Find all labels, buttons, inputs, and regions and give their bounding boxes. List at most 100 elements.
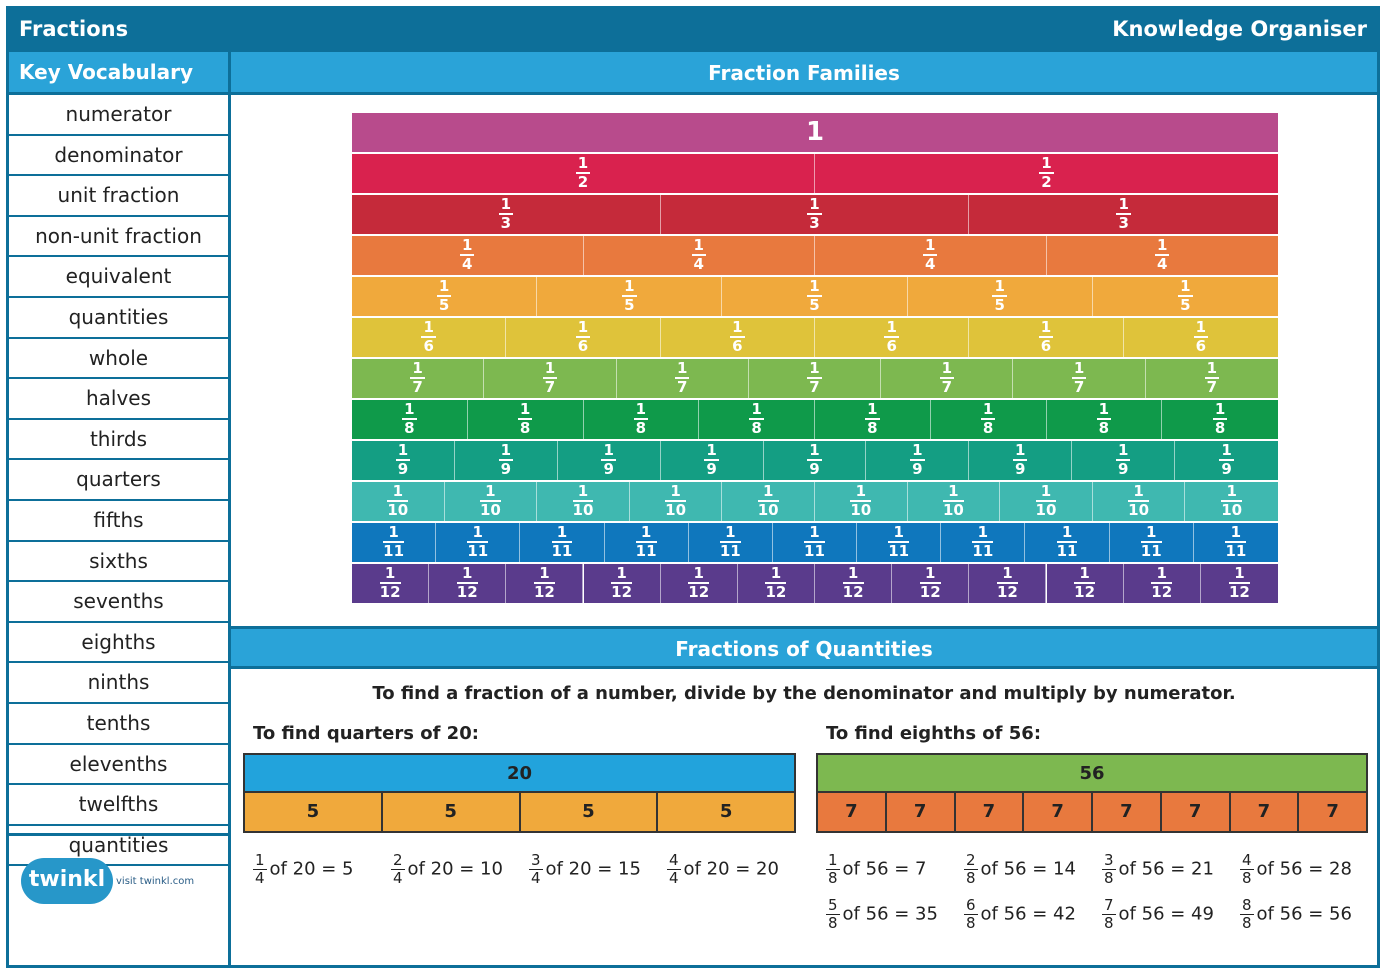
bar-model-whole: 56: [816, 753, 1368, 793]
fraction-cell-1-12: 1 12: [1046, 564, 1124, 604]
fraction-label-numerator: 1: [436, 277, 452, 297]
fraction-label-numerator: 1: [635, 525, 657, 543]
fraction-label-numerator: 1: [498, 441, 514, 461]
fraction-equation: 4 4 of 20 = 20: [667, 853, 779, 886]
fraction-equation: 7 8 of 56 = 49: [1102, 898, 1214, 931]
fraction-equation: 1 4 of 20 = 5: [253, 853, 354, 886]
fraction-label-numerator: 1: [765, 566, 787, 584]
fraction-label-denominator: 6: [1195, 337, 1207, 355]
equation-text: of 56 = 28: [1256, 858, 1352, 880]
fraction-label-numerator: 1: [1096, 400, 1112, 420]
fraction-label: 1 10: [572, 484, 594, 518]
twinkl-logo[interactable]: twinkl: [21, 858, 113, 904]
fraction-cell-1-11: 1 11: [436, 523, 521, 563]
fraction-label-denominator: 7: [809, 378, 820, 396]
fraction-label-denominator: 8: [635, 419, 647, 437]
vocab-item: non-unit fraction: [9, 217, 228, 258]
vocab-item: equivalent: [9, 257, 228, 298]
fraction-label-numerator: 1: [1071, 359, 1087, 379]
fraction-label-denominator: 10: [387, 501, 409, 519]
equation-fraction-denominator: 8: [966, 914, 976, 932]
fraction-label: 1 10: [479, 484, 501, 518]
fraction-label-numerator: 1: [1074, 566, 1096, 584]
fraction-label: 1 10: [387, 484, 409, 519]
fraction-label-denominator: 8: [1214, 419, 1226, 437]
fraction-label-denominator: 4: [693, 255, 704, 273]
fraction-label: 1 12: [1151, 566, 1173, 600]
vocab-item: sevenths: [9, 582, 228, 623]
fraction-label-numerator: 1: [383, 525, 405, 543]
fraction-label-denominator: 8: [867, 419, 878, 437]
fraction-label-numerator: 1: [1116, 195, 1131, 215]
bar-model-part: 5: [520, 793, 659, 831]
fraction-label-numerator: 1: [749, 400, 764, 420]
fraction-label-denominator: 12: [1228, 583, 1250, 601]
fraction-label-numerator: 1: [910, 441, 925, 461]
fraction-label-numerator: 1: [730, 318, 745, 338]
fraction-label-numerator: 1: [456, 566, 478, 584]
fraction-label-denominator: 11: [1056, 542, 1078, 560]
fraction-label-numerator: 1: [402, 400, 417, 420]
equation-text: of 56 = 56: [1256, 903, 1352, 925]
vocab-item: quantities: [9, 826, 228, 867]
fraction-label-denominator: 8: [751, 419, 762, 437]
fraction-label-denominator: 11: [1225, 542, 1247, 560]
fraction-cell-1-11: 1 11: [688, 523, 773, 563]
quantities-instruction: To find a fraction of a number, divide b…: [372, 683, 1236, 704]
fraction-equation: 2 4 of 20 = 10: [391, 853, 503, 886]
fraction-label: 1 12: [379, 566, 401, 600]
bar-model-part: 5: [382, 793, 521, 831]
bar-model-part: 5: [658, 793, 794, 831]
fraction-label-numerator: 1: [622, 277, 637, 297]
fraction-label-numerator: 1: [942, 484, 964, 502]
fraction-label: 1 10: [757, 484, 779, 518]
equation-text: of 20 = 20: [683, 858, 779, 880]
fraction-cell-1-12: 1 12: [737, 564, 815, 604]
fraction-label-numerator: 1: [479, 484, 501, 502]
fraction-label-numerator: 1: [1212, 400, 1228, 420]
fraction-label-numerator: 1: [719, 525, 741, 543]
equation-fraction-denominator: 8: [1104, 914, 1114, 932]
fraction-label-denominator: 4: [925, 255, 936, 273]
fraction-label-denominator: 6: [732, 337, 743, 355]
fraction-label-numerator: 1: [704, 441, 719, 461]
vocab-item: quarters: [9, 460, 228, 501]
equation-text: of 56 = 7: [842, 858, 927, 880]
logo-area: twinkl visit twinkl.com: [9, 833, 228, 965]
equation-text: of 56 = 21: [1118, 858, 1214, 880]
fraction-label-denominator: 8: [982, 419, 994, 437]
fraction-label-denominator: 7: [1206, 378, 1218, 396]
visit-link[interactable]: visit twinkl.com: [116, 876, 195, 887]
fraction-cell-1-11: 1 11: [1193, 523, 1278, 563]
fraction-label: 1 12: [688, 566, 710, 600]
fraction-label-denominator: 7: [412, 378, 423, 396]
fraction-label-denominator: 5: [438, 296, 450, 314]
fraction-cell-1-12: 1 12: [352, 564, 430, 604]
fraction-label-numerator: 1: [996, 566, 1018, 584]
fraction-label-numerator: 1: [387, 484, 409, 502]
